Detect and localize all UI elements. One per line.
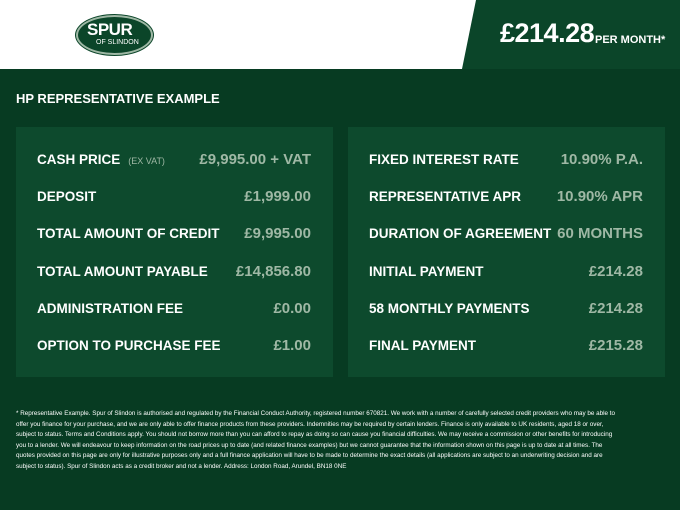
finance-row: DEPOSIT £1,999.00 [37, 178, 311, 215]
finance-row: TOTAL AMOUNT OF CREDIT £9,995.00 [37, 215, 311, 252]
finance-row: INITIAL PAYMENT £214.28 [369, 253, 643, 290]
row-value: £215.28 [588, 337, 643, 355]
monthly-price-box: £214.28 PER MONTH* [462, 0, 680, 69]
row-value: £1,999.00 [244, 188, 311, 206]
row-value: £0.00 [273, 299, 311, 317]
section-title: HP REPRESENTATIVE EXAMPLE [16, 91, 220, 106]
finance-row: DURATION OF AGREEMENT 60 MONTHS [369, 215, 643, 252]
row-value: £9,995.00 [244, 225, 311, 243]
row-value: £9,995.00 + VAT [199, 151, 311, 169]
finance-row: FIXED INTEREST RATE 10.90% P.A. [369, 141, 643, 178]
finance-row: CASH PRICE (EX VAT) £9,995.00 + VAT [37, 141, 311, 178]
finance-row: 58 MONTHLY PAYMENTS £214.28 [369, 290, 643, 327]
row-label: DEPOSIT [37, 189, 97, 205]
row-value: 10.90% P.A. [560, 151, 643, 169]
finance-row: REPRESENTATIVE APR 10.90% APR [369, 178, 643, 215]
row-label: TOTAL AMOUNT PAYABLE [37, 263, 208, 279]
row-value: £14,856.80 [235, 262, 311, 280]
finance-panel-left: CASH PRICE (EX VAT) £9,995.00 + VAT DEPOSI… [16, 127, 333, 377]
row-value: 10.90% APR [556, 188, 643, 206]
row-label: CASH PRICE (EX VAT) [37, 152, 165, 168]
finance-row: ADMINISTRATION FEE £0.00 [37, 290, 311, 327]
spur-of-slindon-logo[interactable]: SPUR OF SLINDON [76, 15, 153, 55]
row-value: £1.00 [273, 337, 311, 355]
finance-panel-right: FIXED INTEREST RATE 10.90% P.A. REPRESENT… [348, 127, 665, 377]
row-label: FINAL PAYMENT [369, 338, 477, 354]
row-label: OPTION TO PURCHASE FEE [37, 338, 221, 354]
row-label: REPRESENTATIVE APR [369, 189, 522, 205]
row-label: TOTAL AMOUNT OF CREDIT [37, 226, 220, 242]
finance-row: FINAL PAYMENT £215.28 [369, 327, 643, 364]
logo-text: SPUR [87, 20, 133, 39]
disclaimer-text: * Representative Example. Spur of Slindo… [16, 410, 615, 470]
per-month-label: PER MONTH* [595, 34, 666, 46]
finance-row: TOTAL AMOUNT PAYABLE £14,856.80 [37, 253, 311, 290]
row-value: £214.28 [588, 262, 643, 280]
row-value: £214.28 [588, 299, 643, 317]
row-label: FIXED INTEREST RATE [369, 152, 519, 168]
monthly-price: £214.28 [500, 18, 595, 48]
row-label: DURATION OF AGREEMENT [369, 226, 552, 242]
row-label: ADMINISTRATION FEE [37, 300, 183, 316]
finance-row: OPTION TO PURCHASE FEE £1.00 [37, 327, 311, 364]
row-note: (EX VAT) [128, 156, 165, 167]
row-label: INITIAL PAYMENT [369, 263, 484, 279]
row-label: 58 MONTHLY PAYMENTS [369, 300, 530, 316]
logo-subtext: OF SLINDON [96, 39, 139, 46]
row-value: 60 MONTHS [557, 225, 643, 243]
